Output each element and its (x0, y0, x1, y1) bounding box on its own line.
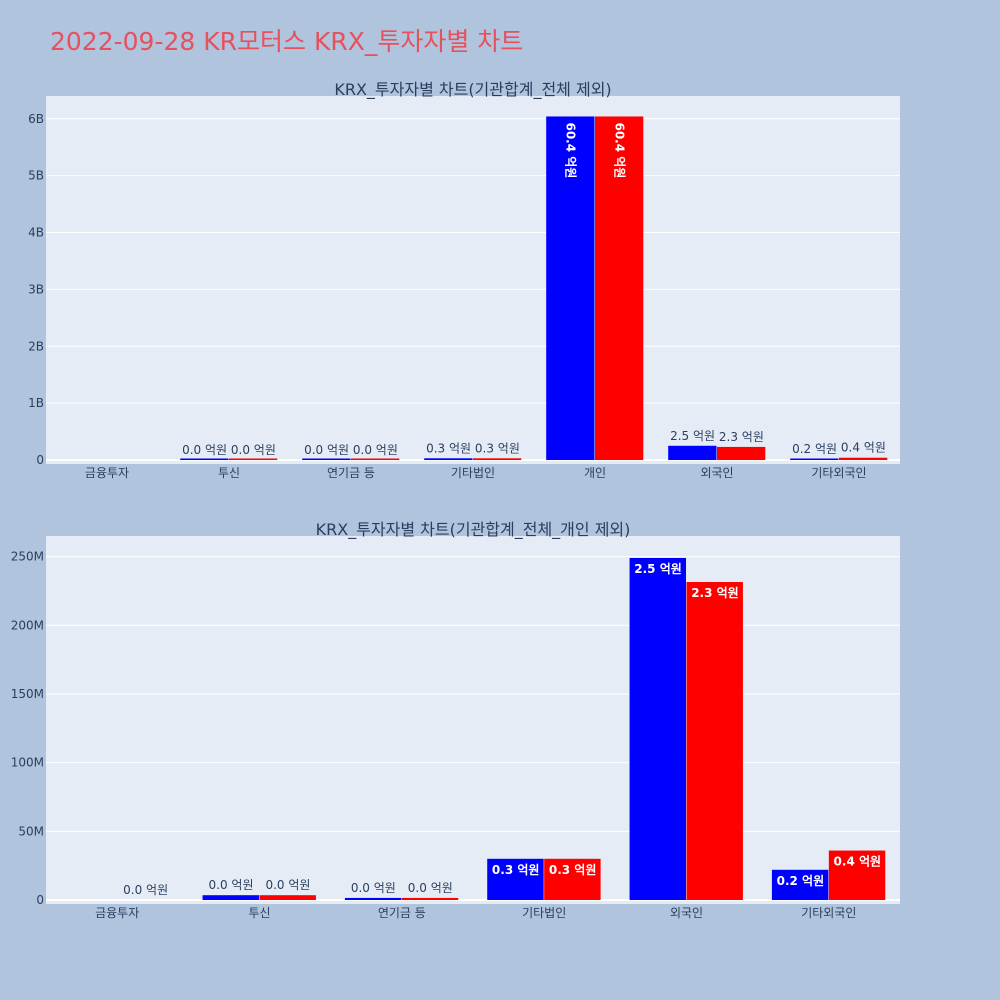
bar (828, 850, 886, 900)
bar (595, 116, 644, 460)
bar (259, 895, 316, 900)
x-tick-label: 기타법인 (451, 466, 495, 480)
bar (302, 458, 351, 460)
data-label: 0.0 억원 (209, 878, 254, 892)
data-label: 2.3 억원 (691, 586, 739, 600)
data-label: 0.3 억원 (549, 863, 597, 877)
bar (629, 557, 686, 900)
page-title: 2022-09-28 KR모터스 KRX_투자자별 차트 (50, 27, 524, 56)
bar (790, 458, 839, 460)
bar (351, 458, 400, 460)
x-tick-label: 투신 (248, 906, 270, 920)
bar (180, 458, 229, 460)
data-label: 0.0 억원 (304, 443, 349, 457)
bar (401, 897, 459, 900)
data-label: 0.4 억원 (834, 855, 882, 869)
y-tick-label: 5B (28, 169, 44, 183)
data-label: 0.2 억원 (777, 874, 825, 888)
bar (424, 458, 473, 460)
x-tick-label: 연기금 등 (378, 906, 426, 920)
y-tick-label: 150M (11, 687, 44, 701)
y-tick-label: 0 (36, 893, 44, 907)
y-tick-label: 4B (28, 226, 44, 240)
bar (546, 116, 595, 460)
y-tick-label: 100M (11, 756, 44, 770)
y-tick-label: 3B (28, 282, 44, 296)
data-label: 0.0 억원 (265, 878, 310, 892)
plot-area (46, 96, 900, 464)
x-tick-label: 연기금 등 (327, 466, 375, 480)
x-tick-label: 외국인 (700, 466, 733, 480)
bar (686, 582, 743, 900)
x-tick-label: 금융투자 (95, 906, 139, 920)
bar (668, 445, 717, 460)
data-label: 0.4 억원 (841, 441, 886, 455)
data-label: 2.5 억원 (670, 429, 715, 443)
x-tick-label: 기타외국인 (801, 906, 856, 920)
data-label: 0.0 억원 (408, 881, 453, 895)
data-label: 0.0 억원 (353, 443, 398, 457)
bar (202, 895, 259, 900)
y-tick-label: 1B (28, 396, 44, 410)
bar (839, 457, 888, 460)
data-label: 0.3 억원 (475, 441, 520, 455)
chart-title: KRX_투자자별 차트(기관합계_전체_개인 제외) (316, 520, 631, 540)
x-tick-label: 투신 (218, 466, 240, 480)
bar (544, 858, 601, 900)
y-tick-label: 0 (36, 453, 44, 467)
plot-area (46, 536, 900, 904)
data-label: 0.3 억원 (426, 441, 471, 455)
bar (229, 458, 278, 460)
data-label: 0.0 억원 (231, 443, 276, 457)
x-tick-label: 금융투자 (85, 466, 129, 480)
y-tick-label: 6B (28, 112, 44, 126)
x-tick-label: 기타외국인 (811, 466, 866, 480)
data-label: 0.0 억원 (351, 881, 396, 895)
chart-title: KRX_투자자별 차트(기관합계_전체 제외) (334, 80, 611, 100)
x-tick-label: 개인 (584, 466, 606, 480)
x-tick-label: 기타법인 (522, 906, 566, 920)
data-label: 0.0 억원 (123, 883, 168, 897)
data-label: 0.2 억원 (792, 442, 837, 456)
data-label: 0.3 억원 (492, 863, 540, 877)
data-label: 2.5 억원 (634, 562, 682, 576)
bar (344, 897, 402, 900)
y-tick-label: 250M (11, 550, 44, 564)
bar (717, 446, 766, 460)
data-label: 2.3 억원 (719, 430, 764, 444)
data-label: 0.0 억원 (182, 443, 227, 457)
y-tick-label: 200M (11, 618, 44, 632)
x-tick-label: 외국인 (670, 906, 703, 920)
y-tick-label: 50M (18, 824, 44, 838)
bar (771, 869, 829, 900)
data-label: 60.4 억원 (564, 122, 578, 178)
bar (487, 858, 544, 900)
y-tick-label: 2B (28, 339, 44, 353)
data-label: 60.4 억원 (612, 122, 626, 178)
bar (473, 458, 522, 460)
